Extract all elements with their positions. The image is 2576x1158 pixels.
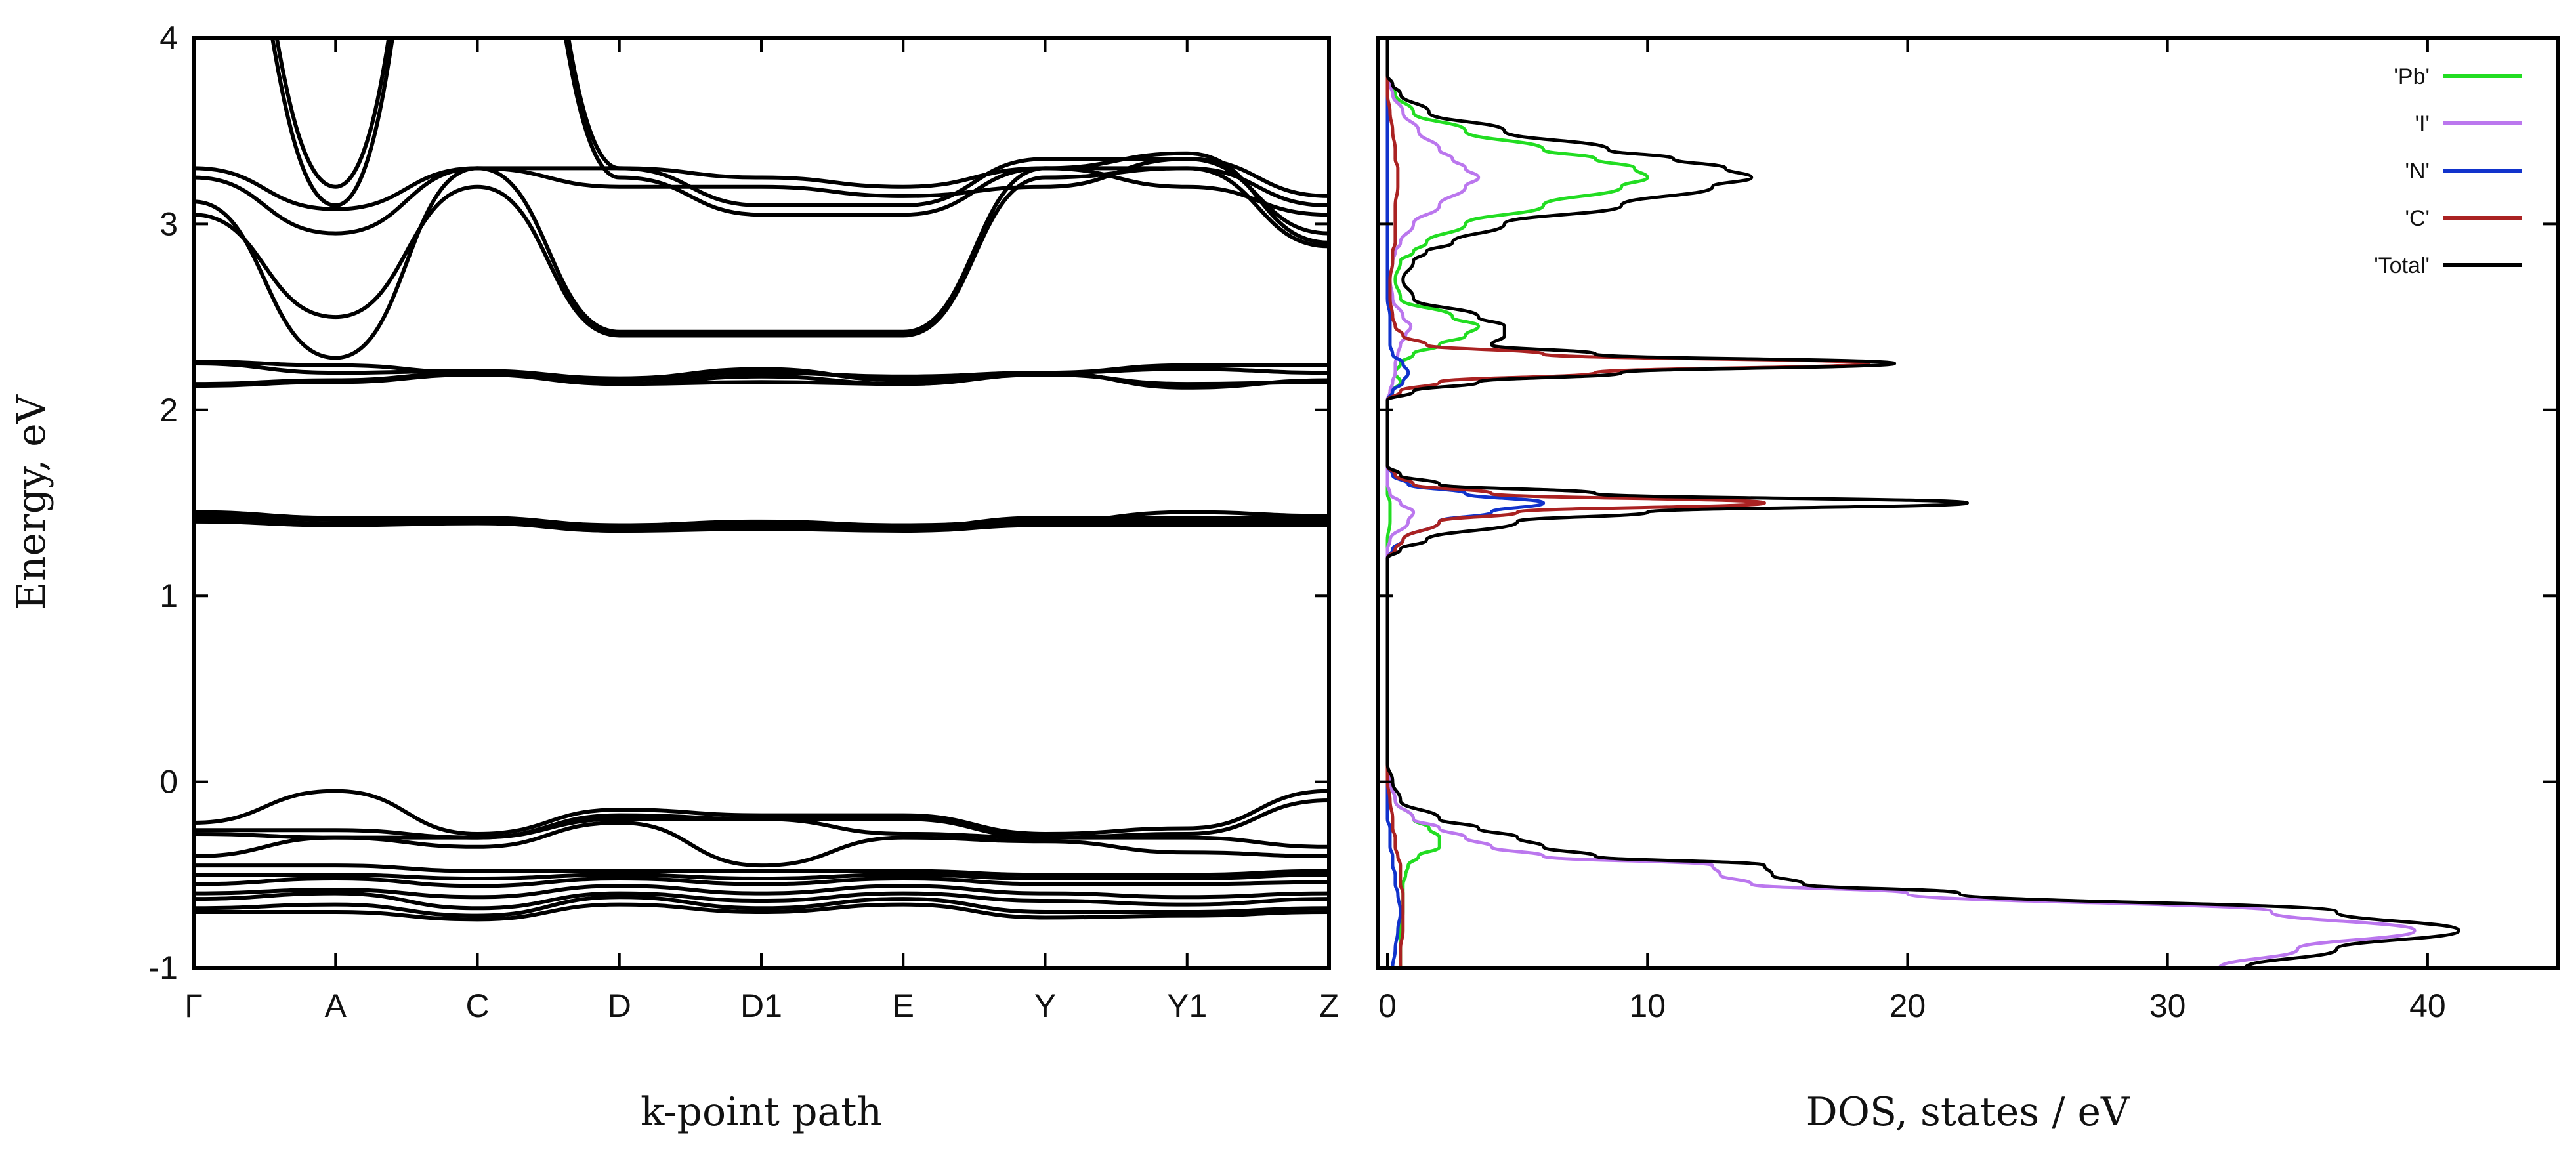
band-vb-7 — [194, 876, 1329, 888]
kpoint-label: D — [608, 987, 631, 1024]
kpoint-label: E — [893, 987, 914, 1024]
energy-tick-label: -1 — [149, 949, 178, 986]
kpoint-label: C — [465, 987, 489, 1024]
band-cb-5 — [194, 151, 1329, 360]
legend-label-pb: 'Pb' — [2394, 64, 2430, 89]
energy-axis-title: Energy, eV — [9, 394, 54, 610]
kpoint-label: A — [325, 987, 347, 1024]
kpoint-label: Y1 — [1167, 987, 1207, 1024]
kpoint-label: D1 — [740, 987, 782, 1024]
kpoint-label: Y — [1034, 987, 1056, 1024]
band-flat-4 — [194, 372, 1329, 388]
dos-curve-n — [1385, 38, 1546, 968]
dos-curve-total — [1385, 38, 2460, 968]
dos-tick-label: 0 — [1378, 987, 1397, 1024]
band-cb-1 — [274, 38, 1329, 208]
dos-axis-ticks: 0 10 20 30 40 — [1378, 37, 2558, 1024]
energy-axis-ticks: -1 0 1 2 3 4 — [149, 20, 1329, 986]
energy-tick-label: 0 — [159, 764, 178, 800]
kpoint-label: Γ — [184, 987, 203, 1024]
energy-tick-label: 2 — [159, 392, 178, 428]
band-vb-5 — [194, 863, 1329, 877]
dos-tick-label: 30 — [2149, 987, 2186, 1024]
band-vb-4 — [194, 820, 1329, 868]
dos-curve-pb — [1385, 38, 1649, 968]
dos-curve-i — [1385, 38, 2417, 968]
dos-legend: 'Pb' 'I' 'N' 'C' 'Total' — [2374, 64, 2522, 278]
legend-label-i: 'I' — [2415, 112, 2430, 136]
band-vb-3 — [194, 817, 1329, 849]
kpoint-axis-ticks: Γ A C D D1 E Y Y1 Z — [184, 38, 1339, 1024]
band-vb-1 — [194, 789, 1329, 836]
band-mid-4 — [194, 519, 1329, 533]
dos-xlabel: DOS, states / eV — [1806, 1089, 2130, 1135]
dos-curve-c — [1385, 38, 1870, 968]
energy-tick-label: 3 — [159, 205, 178, 242]
band-structure-xlabel: k-point path — [641, 1089, 882, 1135]
band-cb-4 — [194, 157, 1329, 236]
band-cb-6 — [194, 166, 1329, 338]
band-structure-plot-area — [194, 38, 1329, 922]
dos-plot-area — [1385, 38, 2460, 968]
dos-tick-label: 40 — [2409, 987, 2446, 1024]
dos-panel: 0 10 20 30 40 DOS, states / eV 'Pb' 'I' 'N' 'C'… — [1376, 36, 2560, 1135]
legend-label-total: 'Total' — [2374, 253, 2430, 278]
dos-tick-label: 10 — [1629, 987, 1666, 1024]
dos-frame — [1376, 36, 2560, 970]
legend-label-n: 'N' — [2405, 159, 2430, 184]
band-cb-3 — [194, 166, 1329, 217]
band-flat-2 — [194, 361, 1329, 383]
kpoint-label: Z — [1319, 987, 1340, 1024]
band-vb-8 — [194, 884, 1329, 900]
energy-tick-label: 4 — [159, 20, 178, 56]
band-vb-9 — [194, 891, 1329, 911]
band-vb-11 — [194, 902, 1329, 922]
band-flat-1 — [194, 360, 1329, 383]
band-cb-2 — [270, 38, 1329, 217]
band-vb-10 — [194, 895, 1329, 918]
band-vb-6 — [194, 873, 1329, 880]
band-structure-panel: -1 0 1 2 3 4 Γ A C D D1 E Y Y1 Z k-point path Energy,… — [9, 20, 1339, 1135]
legend-label-c: 'C' — [2405, 206, 2430, 231]
dos-tick-label: 20 — [1890, 987, 1926, 1024]
energy-tick-label: 1 — [159, 577, 178, 614]
